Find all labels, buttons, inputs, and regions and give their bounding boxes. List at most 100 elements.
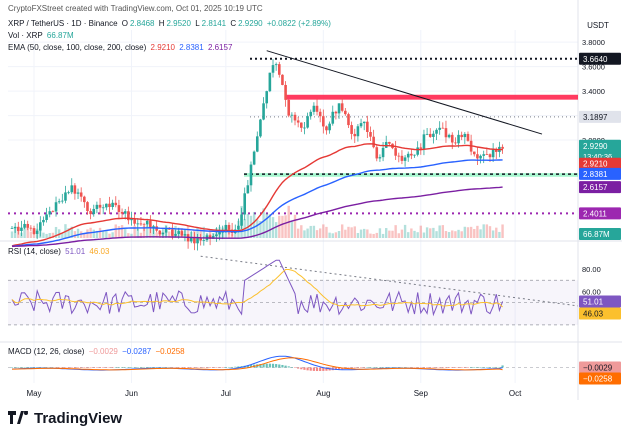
candle-body	[95, 204, 99, 209]
macd-hist-bar	[187, 367, 190, 368]
tag-ema50-bg	[579, 157, 621, 170]
candle-body	[111, 202, 114, 208]
macd-hist-bar	[470, 367, 473, 368]
macd-hist-bar	[105, 367, 108, 368]
volume-bar	[67, 228, 70, 238]
tag-last-price: 2.9290	[583, 142, 608, 151]
candle-body	[334, 111, 338, 114]
macd-hist-bar	[432, 367, 435, 368]
volume-bar	[350, 227, 353, 238]
volume-bar	[54, 226, 58, 238]
candle-body	[425, 133, 429, 135]
volume-bar	[403, 224, 407, 238]
candle-body	[306, 116, 309, 128]
volume-bar	[381, 233, 385, 238]
macd-hist-bar	[476, 367, 479, 368]
macd-hist-bar	[488, 367, 492, 368]
tag-macd-signal-bg	[579, 372, 621, 385]
candle-body	[255, 136, 259, 152]
candle-body	[422, 134, 426, 149]
volume-bar	[208, 229, 212, 238]
candle-body	[416, 147, 419, 155]
volume-bar	[416, 232, 419, 238]
volume-bar	[444, 231, 448, 238]
volume-bar	[473, 229, 476, 238]
candle-body	[54, 202, 58, 212]
candle-body	[174, 233, 177, 236]
macd-hist-bar	[212, 367, 215, 368]
candle-body	[476, 154, 479, 159]
candle-body	[42, 219, 45, 223]
descending-trendline	[266, 50, 543, 135]
macd-hist-bar	[262, 363, 265, 368]
macd-hist-bar	[127, 367, 130, 368]
macd-hist-bar	[10, 367, 14, 368]
candle-body	[268, 72, 272, 92]
tag-resistance-2-bg	[579, 110, 621, 123]
tag-volume-bg	[579, 228, 621, 240]
candle-body	[362, 121, 366, 124]
candle-body	[394, 148, 397, 156]
macd-hist-bar	[319, 367, 322, 372]
macd-hist-value: −0.0029	[88, 347, 118, 356]
candle-body	[479, 155, 482, 159]
macd-hist-bar	[45, 367, 48, 368]
tag-rsi-ma: 46.03	[583, 309, 604, 318]
macd-hist-bar	[155, 367, 158, 368]
candle-body	[296, 120, 300, 123]
macd-hist-bar	[416, 367, 419, 368]
candle-body	[312, 105, 316, 112]
candle-body	[76, 192, 80, 194]
rsi-tick-label: 80.00	[582, 265, 601, 274]
open-label: O	[121, 19, 128, 28]
volume-bar	[498, 231, 501, 238]
candle-body	[274, 64, 278, 66]
candle-body	[375, 147, 379, 159]
candle-body	[482, 154, 485, 156]
candle-body	[101, 207, 105, 209]
candle-body	[180, 231, 184, 236]
rsi-pane	[8, 255, 579, 326]
volume-bar	[127, 233, 130, 238]
candle-body	[208, 235, 212, 239]
macd-hist-bar	[492, 367, 495, 368]
macd-hist-bar	[42, 367, 45, 368]
volume-bar	[124, 228, 127, 238]
macd-hist-bar	[164, 367, 168, 368]
volume-bar	[133, 225, 136, 238]
macd-hist-bar	[394, 367, 397, 368]
macd-hist-bar	[224, 367, 227, 368]
x-axis-label: May	[26, 389, 41, 398]
chart-gridlines	[0, 0, 622, 400]
candle-body	[259, 119, 262, 137]
tag-last-price-bg	[579, 139, 621, 160]
rsi-value: 51.01	[65, 247, 86, 256]
macd-hist-bar	[372, 367, 375, 368]
candle-body	[202, 240, 206, 241]
candle-body	[271, 65, 275, 73]
x-axis-label: Sep	[414, 389, 429, 398]
macd-hist-bar	[312, 367, 315, 371]
candle-body	[318, 111, 322, 117]
macd-hist-bar	[306, 367, 309, 371]
macd-hist-bar	[20, 367, 23, 368]
candle-body	[281, 74, 284, 85]
macd-hist-bar	[391, 367, 394, 368]
macd-hist-bar	[441, 367, 444, 369]
candle-body	[494, 149, 498, 152]
macd-hist-bar	[73, 367, 76, 368]
volume-bar	[347, 226, 350, 238]
macd-hist-bar	[463, 367, 466, 368]
volume-bar	[48, 233, 51, 238]
macd-hist-bar	[249, 365, 253, 368]
macd-hist-bar	[237, 366, 240, 368]
volume-bar	[202, 226, 206, 238]
volume-bar	[344, 229, 347, 238]
macd-hist-bar	[171, 367, 174, 368]
volume-bar	[432, 227, 435, 238]
volume-bar	[168, 231, 171, 238]
macd-hist-bar	[325, 367, 328, 371]
macd-hist-bar	[460, 367, 463, 368]
rsi-label: RSI (14, close)	[8, 247, 61, 256]
